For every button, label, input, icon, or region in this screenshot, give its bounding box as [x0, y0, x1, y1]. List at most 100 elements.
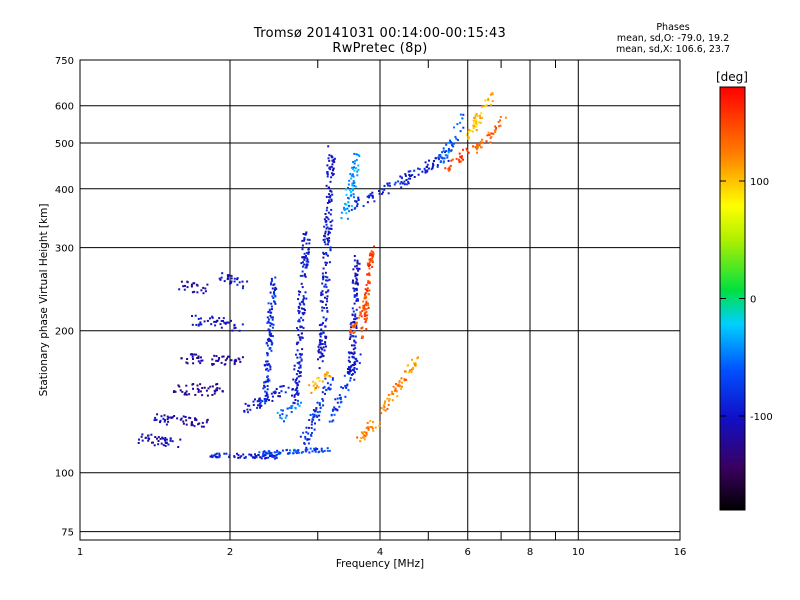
echo-point	[400, 385, 403, 388]
echo-point	[256, 400, 259, 403]
echo-point	[271, 454, 274, 457]
echo-point	[255, 455, 257, 457]
echo-point	[372, 429, 375, 432]
echo-point	[350, 351, 352, 354]
echo-point	[325, 253, 328, 256]
echo-point	[313, 415, 316, 418]
echo-point	[293, 394, 296, 397]
echo-point	[197, 323, 200, 326]
echo-point	[362, 304, 365, 307]
echo-point	[164, 441, 167, 444]
echo-point	[325, 291, 328, 294]
echo-point	[355, 299, 358, 302]
echo-point	[357, 168, 360, 171]
echo-point	[166, 415, 169, 418]
echo-point	[322, 276, 324, 279]
echo-point	[230, 359, 233, 362]
echo-point	[357, 196, 360, 199]
echo-point	[280, 385, 283, 388]
echo-point	[267, 302, 270, 305]
echo-point	[223, 363, 226, 366]
echo-point	[403, 378, 406, 381]
echo-point	[269, 311, 272, 314]
echo-point	[367, 281, 370, 284]
echo-point	[300, 336, 303, 339]
echo-point	[317, 451, 320, 454]
echo-point	[305, 242, 308, 245]
echo-point	[407, 371, 410, 374]
echo-point	[321, 398, 324, 400]
echo-point	[497, 120, 500, 123]
echo-point	[316, 384, 319, 387]
echo-point	[310, 391, 313, 394]
echo-point	[305, 266, 308, 269]
echo-point	[266, 398, 269, 401]
echo-point	[206, 394, 209, 397]
echo-point	[223, 452, 226, 455]
stats-title: Phases	[656, 22, 690, 33]
echo-point	[308, 238, 311, 241]
echo-point	[324, 343, 327, 346]
echo-point	[325, 286, 328, 289]
echo-point	[194, 418, 197, 421]
echo-point	[360, 327, 363, 330]
echo-point	[388, 182, 391, 185]
echo-point	[356, 203, 359, 205]
echo-point	[233, 455, 236, 458]
echo-point	[233, 359, 236, 362]
echo-point	[191, 423, 194, 426]
echo-point	[455, 157, 458, 160]
echo-point	[298, 320, 301, 323]
echo-point	[327, 218, 330, 221]
echo-point	[185, 419, 188, 422]
echo-point	[325, 223, 328, 226]
echo-point	[326, 202, 329, 204]
echo-point	[475, 125, 478, 128]
echo-point	[319, 300, 322, 303]
echo-point	[348, 360, 351, 363]
echo-point	[352, 180, 355, 183]
echo-point	[186, 362, 189, 365]
echo-point	[354, 200, 357, 203]
echo-point	[438, 154, 441, 157]
echo-point	[431, 166, 434, 169]
echo-point	[329, 248, 332, 251]
echo-point	[263, 386, 266, 389]
echo-point	[488, 133, 491, 136]
echo-point	[287, 452, 290, 455]
echo-point	[442, 149, 445, 152]
echo-point	[211, 358, 214, 361]
echo-point	[437, 157, 440, 160]
echo-point	[311, 420, 314, 423]
echo-point	[467, 130, 470, 133]
echo-point	[355, 280, 358, 283]
echo-point	[408, 369, 411, 372]
echo-point	[325, 216, 328, 219]
echo-point	[191, 383, 194, 386]
echo-point	[200, 317, 202, 320]
echo-point	[301, 239, 304, 242]
echo-point	[364, 292, 367, 295]
echo-point	[352, 364, 355, 367]
echo-point	[405, 179, 408, 181]
echo-point	[234, 326, 237, 329]
echo-point	[296, 349, 299, 352]
echo-point	[211, 316, 214, 319]
echo-point	[213, 320, 216, 323]
echo-point	[347, 196, 350, 199]
echo-point	[300, 282, 303, 285]
echo-point	[274, 302, 277, 305]
echo-point	[329, 221, 332, 223]
echo-point	[499, 119, 502, 122]
echo-point	[272, 284, 275, 286]
echo-point	[322, 316, 325, 319]
echo-point	[261, 455, 264, 458]
echo-point	[207, 387, 210, 390]
echo-point	[381, 188, 384, 191]
echo-point	[211, 394, 214, 396]
echo-point	[495, 128, 497, 131]
echo-point	[323, 253, 325, 255]
echo-point	[268, 379, 271, 382]
echo-point	[347, 389, 350, 392]
echo-point	[475, 119, 478, 122]
